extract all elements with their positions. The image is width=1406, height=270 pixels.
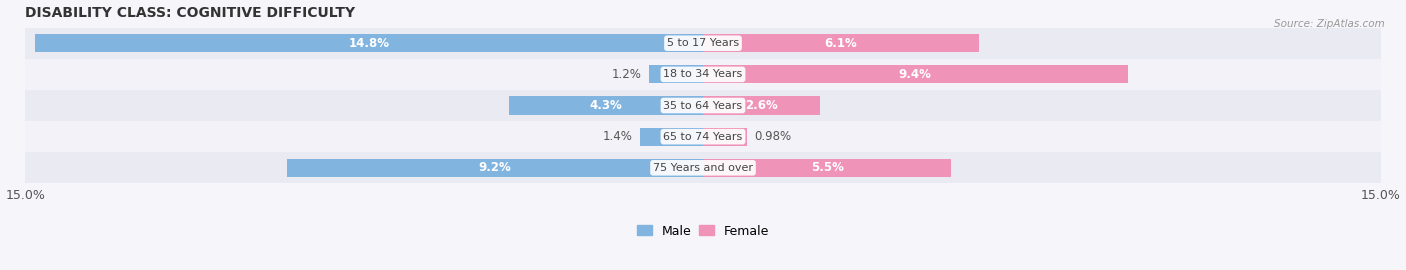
Text: 75 Years and over: 75 Years and over [652, 163, 754, 173]
Bar [703, 65, 1128, 83]
Text: DISABILITY CLASS: COGNITIVE DIFFICULTY: DISABILITY CLASS: COGNITIVE DIFFICULTY [25, 6, 356, 19]
Bar [703, 34, 979, 52]
Bar [703, 96, 821, 114]
Text: 6.1%: 6.1% [824, 37, 858, 50]
Text: 18 to 34 Years: 18 to 34 Years [664, 69, 742, 79]
Text: Source: ZipAtlas.com: Source: ZipAtlas.com [1274, 19, 1385, 29]
Bar [703, 128, 747, 146]
Text: 9.2%: 9.2% [479, 161, 512, 174]
Text: 5.5%: 5.5% [811, 161, 844, 174]
Text: 0.98%: 0.98% [754, 130, 792, 143]
Text: 14.8%: 14.8% [349, 37, 389, 50]
Bar [509, 96, 703, 114]
Text: 9.4%: 9.4% [898, 68, 932, 81]
Text: 65 to 74 Years: 65 to 74 Years [664, 132, 742, 142]
Bar [287, 159, 703, 177]
Text: 1.4%: 1.4% [603, 130, 633, 143]
Bar [25, 90, 1381, 121]
Text: 4.3%: 4.3% [589, 99, 623, 112]
Bar [25, 152, 1381, 183]
Bar [25, 59, 1381, 90]
Bar [25, 28, 1381, 59]
Bar [640, 128, 703, 146]
Text: 5 to 17 Years: 5 to 17 Years [666, 38, 740, 48]
Bar [648, 65, 703, 83]
Legend: Male, Female: Male, Female [631, 220, 775, 242]
Text: 2.6%: 2.6% [745, 99, 778, 112]
Text: 35 to 64 Years: 35 to 64 Years [664, 100, 742, 110]
Bar [703, 159, 952, 177]
Bar [35, 34, 703, 52]
Text: 1.2%: 1.2% [612, 68, 643, 81]
Bar [25, 121, 1381, 152]
